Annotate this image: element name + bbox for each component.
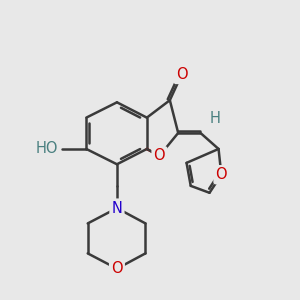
Text: O: O <box>111 261 123 276</box>
Text: HO: HO <box>36 142 58 157</box>
Text: O: O <box>215 167 227 182</box>
Text: O: O <box>176 67 188 82</box>
Text: N: N <box>112 201 122 216</box>
Text: H: H <box>210 111 221 126</box>
Text: O: O <box>154 148 165 164</box>
